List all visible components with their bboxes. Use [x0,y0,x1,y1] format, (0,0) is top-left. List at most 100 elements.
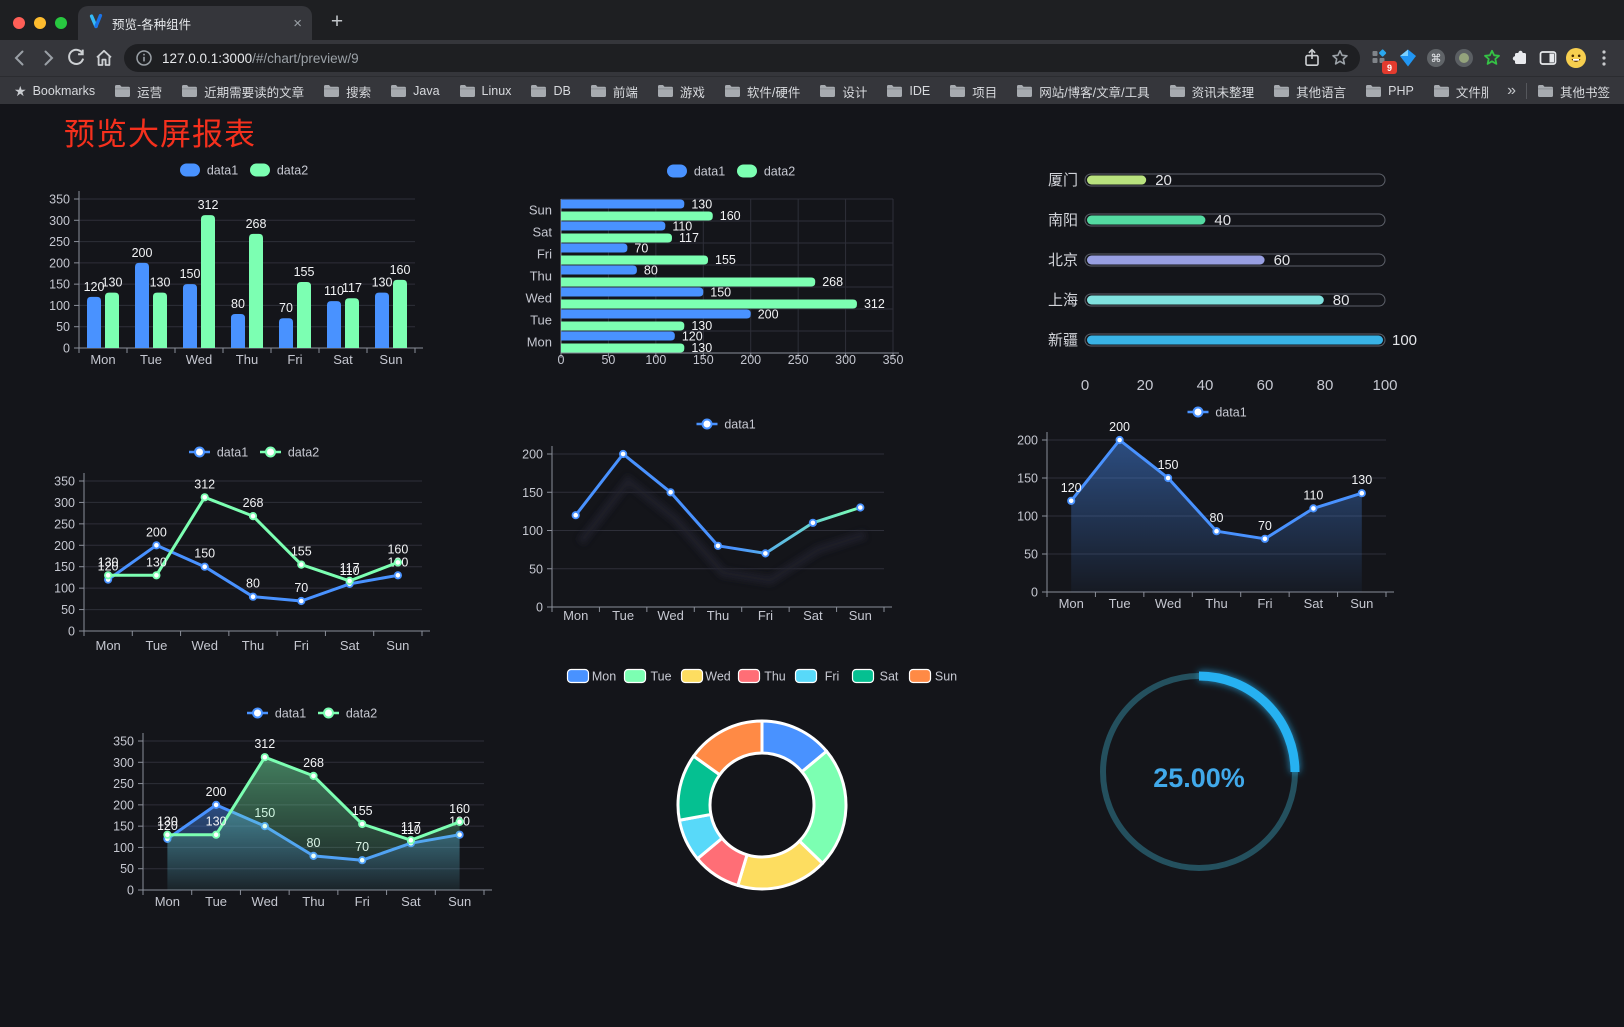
bookmark-folder[interactable]: Linux [459,82,511,101]
folder-icon [323,84,340,98]
bookmark-folder[interactable]: 搜索 [323,82,371,101]
extension-command-icon[interactable]: ⌘ [1422,44,1450,72]
svg-text:data1: data1 [275,707,306,721]
svg-text:Wed: Wed [705,670,731,684]
svg-text:0: 0 [536,601,543,615]
bookmark-folder[interactable]: Java [390,82,440,101]
reload-icon[interactable] [62,44,90,72]
window-minimize-button[interactable] [34,17,46,29]
bookmark-folder[interactable]: IDE [886,82,930,101]
page-content: 预览大屏报表 data1 data2 0 50 100 150 200 250 300 350 Mo… [0,104,1624,1027]
legend-item-Fri[interactable]: Fri [794,668,840,684]
svg-text:0: 0 [1081,377,1089,394]
svg-text:Thu: Thu [242,638,264,653]
share-icon[interactable] [1298,44,1326,72]
legend-item-Sun[interactable]: Sun [908,668,958,684]
svg-text:350: 350 [49,193,70,207]
folder-icon [886,84,903,98]
bookmark-star-icon[interactable] [1326,44,1354,72]
svg-text:250: 250 [49,235,70,249]
legend-item-data2[interactable]: data2 [318,707,377,721]
bookmark-folder[interactable]: 软件/硬件 [724,82,800,101]
legend-item-data2[interactable]: data2 [737,164,795,179]
svg-text:Mon: Mon [155,894,180,909]
bookmark-folder-other[interactable]: 其他书签 [1537,82,1610,101]
extensions-puzzle-icon[interactable] [1506,44,1534,72]
svg-text:100: 100 [113,841,134,855]
divider [1525,83,1527,99]
pie-slice-Sun [692,719,764,777]
svg-text:70: 70 [294,581,308,595]
bookmark-folder[interactable]: 近期需要读的文章 [181,82,304,101]
profile-avatar[interactable] [1562,44,1590,72]
svg-text:120: 120 [682,330,703,344]
chart-progress-bars: 厦门 20 南阳 40 北京 60 上海 80 新疆 100 0 20 40 60 80 100 [1000,150,1420,400]
back-icon[interactable] [6,44,34,72]
window-controls [13,17,67,29]
svg-text:200: 200 [758,308,779,322]
extension-diamond-icon[interactable] [1394,44,1422,72]
svg-text:Fri: Fri [355,894,370,909]
svg-text:110: 110 [340,564,360,578]
svg-text:70: 70 [279,301,293,315]
bookmark-folder[interactable]: 其他语言 [1273,82,1346,101]
side-panel-icon[interactable] [1534,44,1562,72]
legend-item-data1[interactable]: data1 [180,163,238,178]
svg-text:130: 130 [691,198,712,212]
legend-item-data1[interactable]: data1 [667,164,725,179]
bookmarks-overflow-chevron[interactable]: » [1507,82,1516,99]
legend-item-data2[interactable]: data2 [250,163,308,178]
svg-text:350: 350 [113,735,134,749]
legend-item-data1[interactable]: data1 [247,707,306,721]
svg-text:312: 312 [864,297,885,311]
svg-text:150: 150 [1158,458,1179,472]
svg-text:⌘: ⌘ [1431,53,1442,65]
bookmark-folder[interactable]: 前端 [590,82,638,101]
home-icon[interactable] [90,44,118,72]
extension-recorder-icon[interactable] [1450,44,1478,72]
svg-text:Fri: Fri [758,608,773,623]
legend-item-Thu[interactable]: Thu [737,668,786,684]
bookmark-folder[interactable]: 项目 [949,82,997,101]
bookmark-folder[interactable]: 设计 [819,82,867,101]
legend-item-data1[interactable]: data1 [696,418,756,432]
tab-close-icon[interactable]: × [293,14,302,32]
svg-text:新疆: 新疆 [1048,332,1078,349]
svg-text:130: 130 [372,276,393,290]
extension-star-icon[interactable] [1478,44,1506,72]
browser-chrome: 预览-各种组件 × + 127.0.0.1:3000/#/chart/previ… [0,0,1624,105]
window-close-button[interactable] [13,17,25,29]
svg-text:data1: data1 [207,164,238,178]
svg-text:130: 130 [157,815,178,829]
legend-item-Wed[interactable]: Wed [680,668,731,684]
legend-item-data2[interactable]: data2 [260,446,319,460]
legend-item-Sat[interactable]: Sat [851,668,899,684]
forward-icon[interactable] [34,44,62,72]
browser-tab[interactable]: 预览-各种组件 × [78,6,312,40]
address-bar[interactable]: 127.0.0.1:3000/#/chart/preview/9 [124,44,1360,72]
bookmark-item-bookmarks[interactable]: ★ Bookmarks [14,84,95,98]
folder-icon [1433,84,1450,98]
site-info-icon[interactable] [130,44,158,72]
folder-icon [530,84,547,98]
bookmark-folder[interactable]: PHP [1365,82,1414,101]
bookmark-folder[interactable]: 网站/博客/文章/工具 [1016,82,1150,101]
legend-item-Tue[interactable]: Tue [623,668,672,684]
bookmark-folder[interactable]: 资讯未整理 [1169,82,1254,101]
extension-grid-icon[interactable]: 9 [1366,44,1397,74]
new-tab-button[interactable]: + [330,10,344,33]
bookmark-folder[interactable]: DB [530,82,571,101]
bookmark-folder[interactable]: 文件服务器 [1433,82,1488,101]
browser-menu-icon[interactable] [1590,44,1618,72]
series-data1: 120 200 150 80 70 110 130 [1061,420,1372,543]
svg-text:80: 80 [246,577,260,591]
bookmark-folder[interactable]: 游戏 [657,82,705,101]
window-zoom-button[interactable] [55,17,67,29]
folder-icon [1169,84,1186,98]
svg-text:Tue: Tue [140,352,162,367]
legend-item-data1[interactable]: data1 [189,446,248,460]
legend-item-data1[interactable]: data1 [1187,406,1247,420]
svg-text:150: 150 [710,286,731,300]
bookmark-folder[interactable]: 运营 [114,82,162,101]
legend-item-Mon[interactable]: Mon [566,668,617,684]
